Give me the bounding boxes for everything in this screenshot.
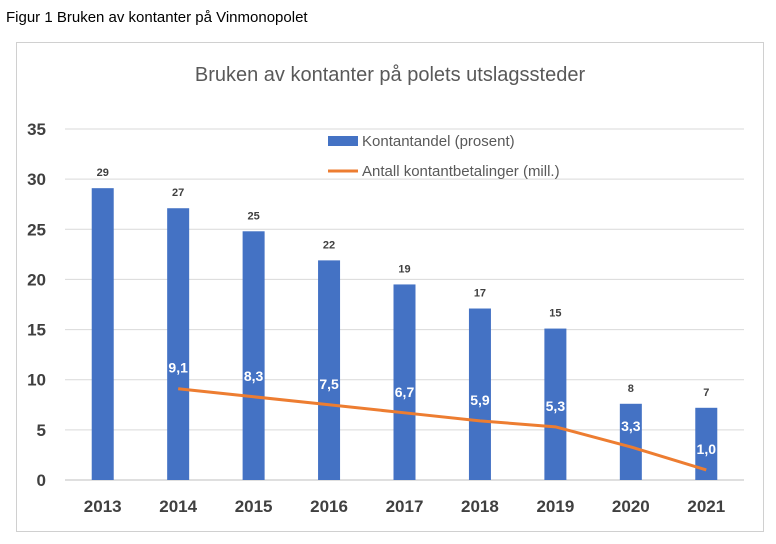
bar-data-label: 8 [628, 383, 634, 395]
line-data-label: 3,3 [621, 418, 641, 434]
series-line [178, 387, 707, 472]
bar-data-label: 15 [549, 308, 561, 320]
figure-caption: Figur 1 Bruken av kontanter på Vinmonopo… [6, 9, 308, 26]
x-tick-label: 2015 [235, 497, 273, 516]
x-tick-label: 2016 [310, 497, 348, 516]
bar [91, 188, 114, 480]
line-data-label: 5,9 [470, 392, 490, 408]
y-tick-label: 0 [37, 471, 46, 490]
line-data-label: 8,3 [244, 368, 264, 384]
x-tick-label: 2013 [84, 497, 122, 516]
bar-series: 29 27 25 22 19 17 15 8 7 [91, 167, 718, 480]
bar [468, 308, 491, 480]
bar-data-label: 19 [398, 263, 410, 275]
y-tick-label: 25 [27, 220, 46, 239]
chart-title: Bruken av kontanter på polets utslagsste… [195, 64, 586, 86]
y-tick-label: 15 [27, 321, 46, 340]
bar [318, 260, 341, 480]
legend-label-line: Antall kontantbetalinger (mill.) [362, 163, 560, 180]
bar-data-label: 25 [247, 210, 259, 222]
line-data-label: 5,3 [546, 398, 566, 414]
y-tick-label: 20 [27, 270, 46, 289]
y-tick-label: 10 [27, 371, 46, 390]
bar [619, 403, 642, 480]
x-tick-label: 2014 [159, 497, 197, 516]
line-data-label: 6,7 [395, 384, 415, 400]
x-tick-label: 2020 [612, 497, 650, 516]
bar-data-label: 17 [474, 288, 486, 300]
bar-data-label: 22 [323, 239, 335, 251]
bar [242, 231, 265, 480]
bar [167, 208, 190, 480]
bar-data-label: 7 [703, 387, 709, 399]
x-tick-label: 2021 [687, 497, 725, 516]
line-data-label: 7,5 [319, 376, 339, 392]
y-tick-label: 35 [27, 120, 46, 139]
x-axis: 2013 2014 2015 2016 2017 2018 2019 2020 2021 [84, 497, 725, 516]
legend: Kontantandel (prosent) Antall kontantbet… [328, 133, 560, 180]
bar-data-label: 29 [97, 167, 109, 179]
legend-swatch-bar [328, 136, 358, 146]
x-tick-label: 2019 [536, 497, 574, 516]
y-axis: 0 5 10 15 20 25 30 35 [27, 120, 46, 490]
legend-label-bar: Kontantandel (prosent) [362, 133, 515, 150]
bar [393, 284, 416, 480]
bar [544, 328, 567, 480]
x-tick-label: 2018 [461, 497, 499, 516]
bar [695, 407, 718, 480]
line-data-label: 9,1 [168, 360, 188, 376]
line-series: 9,1 8,3 7,5 6,7 5,9 5,3 3,3 1,0 [168, 360, 717, 472]
x-tick-label: 2017 [386, 497, 424, 516]
line-data-label: 1,0 [697, 441, 717, 457]
y-tick-label: 5 [37, 421, 46, 440]
y-tick-label: 30 [27, 170, 46, 189]
bar-data-label: 27 [172, 187, 184, 199]
